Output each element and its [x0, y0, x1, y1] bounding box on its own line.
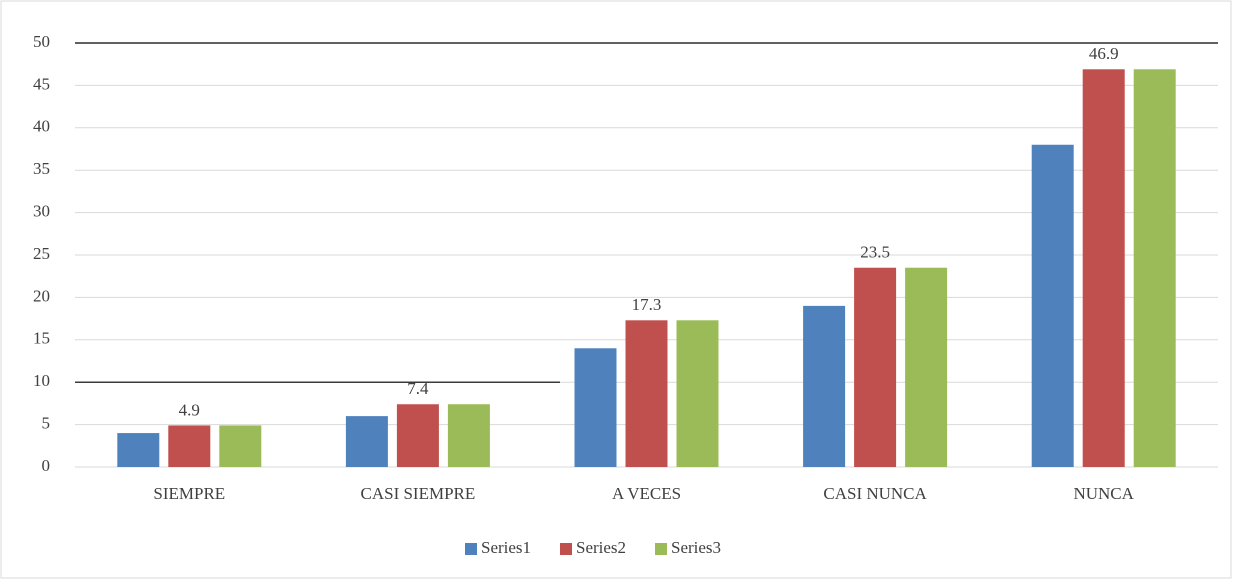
bar — [1031, 144, 1074, 467]
data-label: 23.5 — [860, 243, 890, 262]
y-tick-label: 25 — [33, 244, 50, 263]
x-tick-label: A VECES — [612, 484, 681, 503]
legend-label: Series1 — [481, 538, 531, 557]
data-label: 17.3 — [632, 295, 662, 314]
bar — [1133, 69, 1176, 468]
bar — [676, 320, 719, 467]
y-tick-label: 5 — [42, 414, 51, 433]
y-tick-label: 50 — [33, 32, 50, 51]
y-tick-label: 0 — [42, 456, 51, 475]
y-tick-label: 10 — [33, 371, 50, 390]
bar — [1082, 69, 1125, 468]
y-tick-label: 30 — [33, 202, 50, 221]
bar — [168, 425, 211, 467]
data-label: 4.9 — [179, 400, 200, 419]
x-tick-label: SIEMPRE — [153, 484, 225, 503]
legend-swatch — [465, 543, 477, 555]
bar — [854, 267, 897, 467]
bar — [447, 404, 490, 467]
y-tick-label: 40 — [33, 117, 50, 136]
data-label: 46.9 — [1089, 44, 1119, 63]
bar — [117, 433, 160, 467]
legend-swatch — [655, 543, 667, 555]
bar — [625, 320, 668, 467]
x-tick-label: CASI SIEMPRE — [361, 484, 476, 503]
bar — [574, 348, 617, 467]
y-tick-label: 35 — [33, 159, 50, 178]
x-tick-label: CASI NUNCA — [823, 484, 927, 503]
bar — [396, 404, 439, 467]
bar — [803, 305, 846, 467]
y-tick-label: 15 — [33, 329, 50, 348]
x-tick-label: NUNCA — [1073, 484, 1134, 503]
bar — [905, 267, 948, 467]
legend-swatch — [560, 543, 572, 555]
y-tick-label: 20 — [33, 286, 50, 305]
bar — [345, 416, 388, 467]
legend-label: Series2 — [576, 538, 626, 557]
data-label: 7.4 — [407, 379, 429, 398]
legend-label: Series3 — [671, 538, 721, 557]
y-tick-label: 45 — [33, 74, 50, 93]
bar — [219, 425, 262, 467]
